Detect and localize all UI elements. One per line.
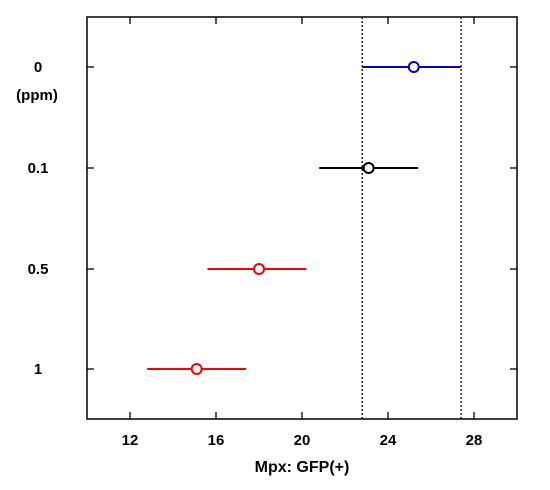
y-tick-label-3: 1 <box>34 361 42 378</box>
y-tick-label-0: 0 <box>34 59 42 76</box>
mean-point-1 <box>362 162 375 174</box>
x-axis-label: Mpx: GFP(+) <box>255 459 350 476</box>
reference-lines <box>361 17 462 419</box>
mean-point-0 <box>407 61 420 73</box>
y-unit-label: (ppm) <box>16 87 58 104</box>
y-tick-label-2: 0.5 <box>28 261 49 278</box>
mean-point-2 <box>253 263 265 275</box>
y-tick-label-1: 0.1 <box>28 160 49 177</box>
data-series <box>147 61 462 375</box>
x-ticks: 12 16 20 24 28 <box>122 17 483 449</box>
x-tick-label-4: 28 <box>466 432 483 449</box>
x-tick-label-0: 12 <box>122 432 139 449</box>
plot-frame <box>86 16 518 420</box>
x-tick-label-2: 20 <box>294 432 311 449</box>
y-ticks: 0 0.1 0.5 1 <box>28 59 517 378</box>
mean-point-3 <box>190 363 203 375</box>
x-tick-label-3: 24 <box>380 432 397 449</box>
x-tick-label-1: 16 <box>208 432 225 449</box>
